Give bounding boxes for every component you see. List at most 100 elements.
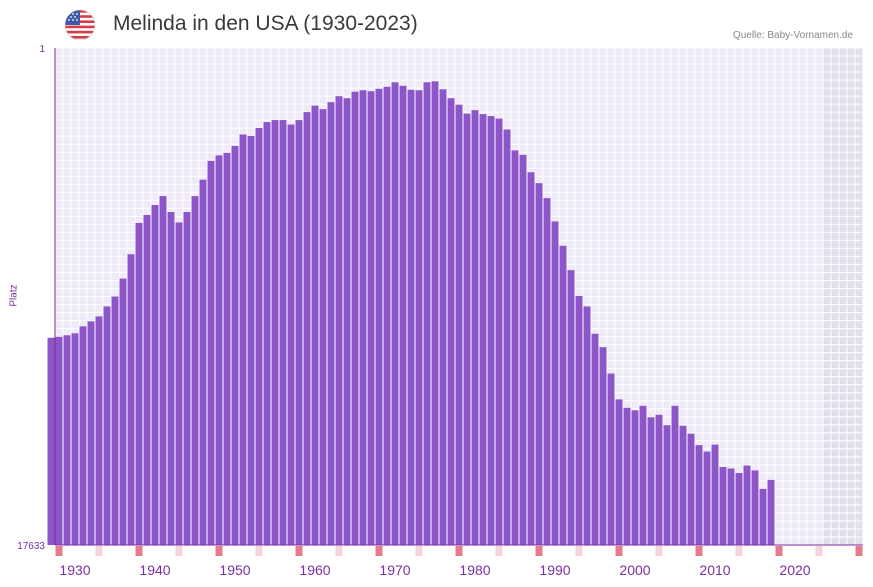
bar-1945: [191, 196, 199, 545]
bar-1971: [399, 85, 407, 545]
year-marker-1953: [255, 546, 263, 556]
bar-1997: [607, 373, 615, 545]
us-flag-icon: [64, 9, 96, 41]
x-tick-label-1940: 1940: [139, 562, 170, 578]
decade-marker-2018: [775, 546, 783, 556]
bar-1986: [519, 154, 527, 546]
bar-1982: [487, 116, 495, 546]
bar-1942: [167, 212, 175, 545]
y-tick-label-top: 1: [39, 44, 45, 55]
bar-1961: [319, 109, 327, 546]
decade-marker-2008: [695, 546, 703, 556]
chart-title: Melinda in den USA (1930-2023): [113, 12, 418, 35]
bar-2010: [711, 444, 719, 545]
bar-1952: [247, 135, 255, 545]
bar-1976: [439, 89, 447, 545]
bar-1973: [415, 90, 423, 546]
bar-1955: [271, 120, 279, 545]
decade-marker-1958: [295, 546, 303, 556]
decade-marker-1988: [535, 546, 543, 556]
bar-1950: [231, 145, 239, 545]
bar-1962: [327, 102, 335, 545]
x-tick-label-2010: 2010: [699, 562, 730, 578]
bar-2009: [703, 451, 711, 545]
bar-1948: [215, 155, 223, 546]
bar-1956: [279, 120, 287, 545]
bar-2004: [663, 425, 671, 545]
decade-marker-1998: [615, 546, 623, 556]
bar-2007: [687, 433, 695, 545]
bar-2013: [735, 472, 743, 545]
bar-1992: [567, 270, 575, 545]
year-marker-2013: [735, 546, 743, 556]
year-marker-1983: [495, 546, 503, 556]
bar-1959: [303, 112, 311, 545]
bar-1995: [591, 333, 599, 545]
x-tick-label-1990: 1990: [539, 562, 570, 578]
bar-1932: [87, 321, 95, 545]
bar-1994: [583, 306, 591, 545]
bar-1941: [159, 196, 167, 545]
bar-1990: [551, 221, 559, 545]
bar-1933: [95, 316, 103, 545]
bar-2003: [655, 414, 663, 545]
bar-1998: [615, 399, 623, 545]
bar-1960: [311, 105, 319, 545]
bar-1943: [175, 222, 183, 545]
bar-2012: [727, 468, 735, 545]
bar-1972: [407, 89, 415, 546]
decade-marker-1928: [55, 546, 63, 556]
bar-1965: [351, 91, 359, 546]
bar-1975: [431, 81, 439, 545]
bar-1989: [543, 198, 551, 545]
bar-2011: [719, 466, 727, 545]
bar-1931: [79, 326, 87, 545]
bar-1987: [527, 172, 535, 545]
bar-1999: [623, 407, 631, 545]
decade-marker-1938: [135, 546, 143, 556]
x-tick-label-2020: 2020: [779, 562, 810, 578]
bar-1978: [455, 104, 463, 546]
bar-1977: [447, 98, 455, 546]
x-tick-label-1960: 1960: [299, 562, 330, 578]
year-marker-1993: [575, 546, 583, 556]
bar-2015: [751, 470, 759, 545]
bar-1979: [463, 113, 471, 545]
year-marker-1973: [415, 546, 423, 556]
year-marker-2023: [815, 546, 823, 556]
bar-1929: [63, 335, 71, 545]
bar-1927: [47, 337, 55, 545]
bar-1967: [367, 91, 375, 545]
bar-1951: [239, 134, 247, 545]
bar-1938: [135, 222, 143, 545]
bar-1968: [375, 88, 383, 545]
year-marker-1963: [335, 546, 343, 556]
bar-1939: [143, 214, 151, 545]
bar-1953: [255, 128, 263, 545]
bar-1946: [199, 179, 207, 545]
x-tick-label-2000: 2000: [619, 562, 650, 578]
x-tick-label-1970: 1970: [379, 562, 410, 578]
decade-marker-1968: [375, 546, 383, 556]
bar-1944: [183, 212, 191, 545]
bar-1963: [335, 96, 343, 546]
year-marker-1933: [95, 546, 103, 556]
bar-2000: [631, 410, 639, 545]
bar-1940: [151, 205, 159, 545]
bar-2002: [647, 417, 655, 545]
decade-marker-1948: [215, 546, 223, 556]
bar-1969: [383, 86, 391, 546]
decade-marker-1978: [455, 546, 463, 556]
bar-1991: [559, 245, 567, 545]
bar-1966: [359, 90, 367, 546]
bar-1993: [575, 296, 583, 545]
bar-1985: [511, 150, 519, 545]
bar-2001: [639, 405, 647, 545]
x-tick-label-1950: 1950: [219, 562, 250, 578]
bar-1983: [495, 118, 503, 545]
bar-1928: [55, 336, 63, 545]
year-marker-2003: [655, 546, 663, 556]
bar-1981: [479, 114, 487, 545]
year-marker-1943: [175, 546, 183, 556]
